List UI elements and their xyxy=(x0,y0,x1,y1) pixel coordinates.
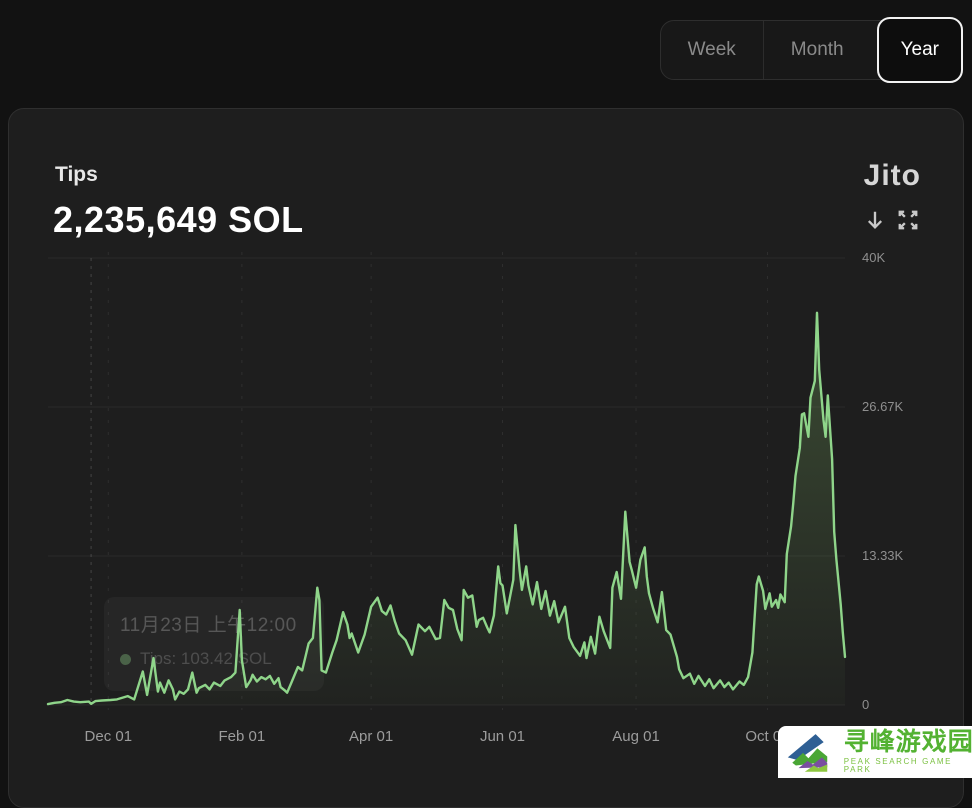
time-range-week-button[interactable]: Week xyxy=(661,21,763,79)
time-range-year-button[interactable]: Year xyxy=(876,17,963,83)
time-range-month-button[interactable]: Month xyxy=(762,21,871,79)
watermark-en-subtitle: PEAK SEARCH GAME PARK xyxy=(843,757,953,774)
watermark-mountain-logo xyxy=(787,734,828,772)
tips-chart-card: Tips 2,235,649 SOL Jito xyxy=(8,108,964,808)
watermark-text: 寻峰游戏园 PEAK SEARCH GAME PARK xyxy=(844,730,972,774)
tips-total-value: 2,235,649 SOL xyxy=(53,199,304,240)
fullscreen-button[interactable] xyxy=(897,209,919,231)
time-range-selector: Week Month Year xyxy=(659,17,963,83)
watermark-badge: 寻峰游戏园 PEAK SEARCH GAME PARK xyxy=(778,726,972,778)
jito-logo: Jito xyxy=(863,159,921,192)
download-button[interactable] xyxy=(864,209,886,231)
card-title: Tips xyxy=(55,163,98,186)
top-bar: Week Month Year xyxy=(0,0,972,108)
watermark-cn-title: 寻峰游戏园 xyxy=(843,728,972,756)
expand-arrows-icon xyxy=(898,210,918,230)
chart-toolbar xyxy=(864,209,919,231)
arrow-down-icon xyxy=(867,211,883,229)
